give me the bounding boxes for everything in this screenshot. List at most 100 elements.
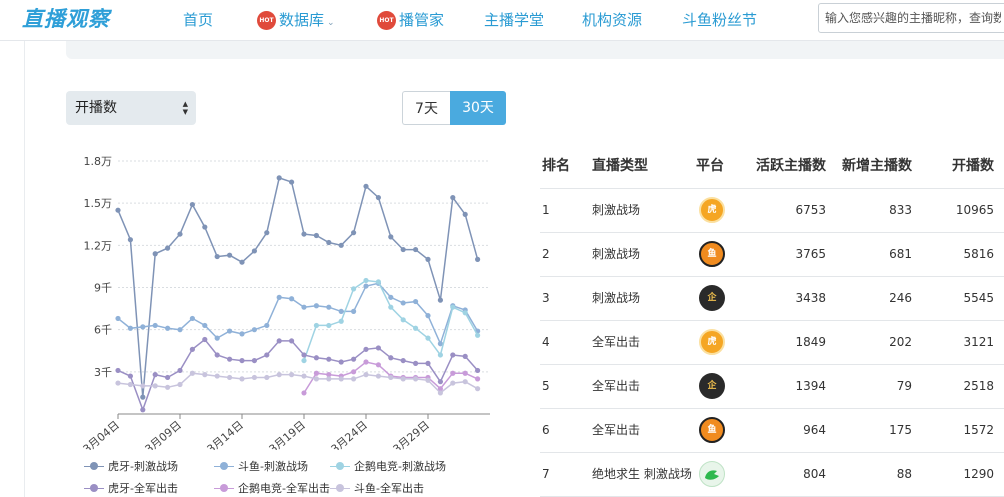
data-point — [475, 367, 481, 374]
legend-swatch — [214, 483, 234, 493]
cell-type: 全军出击 — [592, 423, 641, 437]
legend-label: 虎牙-全军出击 — [108, 482, 178, 495]
data-point — [351, 369, 357, 375]
huya-icon[interactable]: 虎 — [699, 329, 725, 355]
play-icon — [705, 470, 719, 480]
data-point — [115, 367, 121, 374]
douyu-icon[interactable]: 鱼 — [699, 417, 725, 443]
data-point — [388, 234, 394, 240]
data-point — [189, 370, 195, 376]
data-point — [425, 256, 431, 262]
legend-item[interactable]: 企鹅电竞-刺激战场 — [330, 458, 446, 474]
data-point — [338, 242, 344, 248]
nav-douyu-fan-festival[interactable]: 斗鱼粉丝节 — [682, 9, 757, 30]
chart-legend: 虎牙-刺激战场 斗鱼-刺激战场 企鹅电竞-刺激战场 虎牙-全军出击 企鹅电竞-全… — [80, 452, 500, 497]
data-point — [437, 379, 443, 385]
header-active[interactable]: 活跃主播数 — [756, 158, 826, 174]
legend-swatch — [84, 461, 104, 471]
data-point — [140, 324, 146, 330]
data-point — [189, 315, 195, 322]
nav-stream-manager[interactable]: HOT 播管家 — [377, 9, 444, 30]
table-row: 4 全军出击 虎 1849 202 3121 — [540, 321, 1004, 365]
nav-stream-manager-label: 播管家 — [399, 11, 445, 29]
data-point — [363, 346, 369, 352]
series-line — [117, 372, 478, 394]
cell-streams: 1572 — [963, 423, 994, 437]
metric-select[interactable]: 开播数 ▲ ▼ — [66, 91, 196, 125]
legend-swatch — [84, 483, 104, 493]
data-point — [400, 246, 406, 253]
data-point — [177, 327, 183, 333]
cell-type: 全军出击 — [592, 335, 641, 349]
x-tick-label: 3月29日 — [391, 418, 432, 450]
cell-active: 3438 — [795, 291, 826, 305]
data-point — [127, 237, 133, 243]
table-row: 6 全军出击 鱼 964 175 1572 — [540, 409, 1004, 453]
nav-streamer-academy[interactable]: 主播学堂 — [484, 9, 544, 30]
legend-item[interactable]: 虎牙-刺激战场 — [84, 458, 178, 474]
y-tick-label: 1.8万 — [84, 155, 113, 168]
legend-label: 斗鱼-全军出击 — [354, 482, 424, 495]
data-point — [227, 374, 233, 381]
header-streams[interactable]: 开播数 — [952, 158, 994, 174]
nav-database[interactable]: HOT 数据库 ⌄ — [257, 9, 335, 30]
data-point — [276, 372, 282, 378]
data-point — [338, 308, 344, 314]
header-new[interactable]: 新增主播数 — [842, 158, 912, 174]
nav-home[interactable]: 首页 — [183, 9, 213, 30]
data-point — [475, 376, 481, 382]
data-point — [177, 231, 183, 237]
data-point — [351, 286, 357, 292]
filter-panel — [66, 41, 1004, 59]
table-row: 2 刺激战场 鱼 3765 681 5816 — [540, 233, 1004, 277]
nav-home-label: 首页 — [183, 11, 214, 29]
nav-streamer-academy-label: 主播学堂 — [484, 11, 545, 29]
search-input[interactable] — [818, 3, 1004, 33]
site-logo[interactable]: 直播观察 — [22, 7, 110, 31]
huya-icon[interactable]: 虎 — [699, 197, 725, 223]
data-point — [239, 259, 245, 265]
data-point — [313, 303, 319, 309]
qie-icon[interactable]: 企 — [699, 373, 725, 399]
data-point — [227, 328, 233, 334]
nav-agency-resources[interactable]: 机构资源 — [582, 9, 642, 30]
legend-item[interactable]: 斗鱼-刺激战场 — [214, 458, 308, 474]
data-point — [425, 360, 431, 366]
legend-label: 企鹅电竞-全军出击 — [238, 482, 330, 495]
data-point — [338, 376, 344, 382]
data-point — [363, 277, 369, 284]
data-point — [326, 304, 332, 310]
cell-streams: 10965 — [955, 203, 994, 217]
data-point — [462, 379, 468, 385]
cell-new: 175 — [889, 423, 912, 437]
range-7-days-button[interactable]: 7天 — [402, 91, 450, 125]
data-point — [152, 322, 158, 329]
data-point — [326, 239, 332, 246]
cell-new: 246 — [889, 291, 912, 305]
pubg-icon[interactable] — [699, 461, 725, 487]
data-point — [375, 194, 381, 201]
data-point — [425, 313, 431, 319]
data-point — [152, 372, 158, 378]
data-point — [127, 325, 133, 331]
data-point — [289, 372, 295, 378]
cell-rank: 5 — [542, 379, 550, 393]
legend-item[interactable]: 斗鱼-全军出击 — [330, 480, 424, 496]
y-tick-label: 6千 — [94, 324, 112, 337]
cell-active: 1849 — [795, 335, 826, 349]
data-point — [239, 331, 245, 337]
data-point — [165, 245, 171, 251]
qie-icon[interactable]: 企 — [699, 285, 725, 311]
legend-item[interactable]: 企鹅电竞-全军出击 — [214, 480, 330, 496]
range-30-days-button[interactable]: 30天 — [450, 91, 506, 125]
data-point — [338, 318, 344, 324]
douyu-icon[interactable]: 鱼 — [699, 241, 725, 267]
header-rank: 排名 — [542, 158, 570, 174]
table-row: 5 全军出击 企 1394 79 2518 — [540, 365, 1004, 409]
data-point — [264, 322, 270, 329]
cell-rank: 3 — [542, 291, 550, 305]
cell-rank: 4 — [542, 335, 550, 349]
data-point — [313, 376, 319, 382]
data-point — [363, 183, 369, 189]
legend-item[interactable]: 虎牙-全军出击 — [84, 480, 178, 496]
